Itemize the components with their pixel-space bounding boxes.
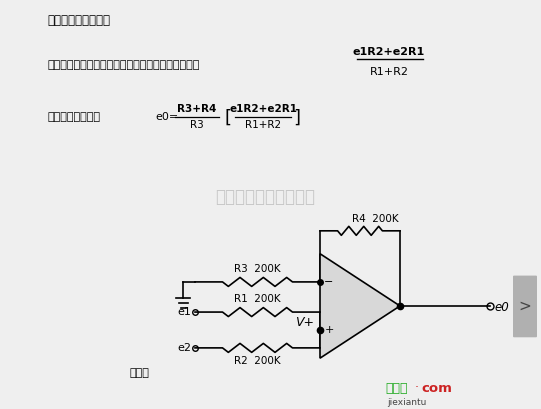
Text: R3+R4: R3+R4 <box>177 104 217 115</box>
Text: 接线图: 接线图 <box>385 382 407 395</box>
Text: +: + <box>324 325 334 335</box>
Text: R1+R2: R1+R2 <box>245 120 281 130</box>
Text: e2: e2 <box>177 343 191 353</box>
Text: e1R2+e2R1: e1R2+e2R1 <box>229 104 297 115</box>
Text: R1+R2: R1+R2 <box>370 67 408 76</box>
Text: ]: ] <box>293 108 300 126</box>
Text: e0: e0 <box>494 301 509 315</box>
Text: R3  200K: R3 200K <box>234 264 281 274</box>
Text: 同相加法器电路原理: 同相加法器电路原理 <box>47 14 110 27</box>
Text: com: com <box>421 382 452 395</box>
Text: e1: e1 <box>177 307 191 317</box>
Text: 图为同相加法器电路图，因为同相输入端的电压为：: 图为同相加法器电路图，因为同相输入端的电压为： <box>47 60 200 70</box>
Text: R2  200K: R2 200K <box>234 356 281 366</box>
FancyBboxPatch shape <box>513 276 537 337</box>
Text: jiexiantu: jiexiantu <box>387 398 426 407</box>
Text: [: [ <box>225 108 232 126</box>
Text: 所以输出电压为：: 所以输出电压为： <box>47 112 100 122</box>
Text: ·: · <box>415 382 419 395</box>
Text: R4  200K: R4 200K <box>352 214 398 224</box>
Text: e1R2+e2R1: e1R2+e2R1 <box>353 47 425 57</box>
Text: >: > <box>519 299 531 314</box>
Text: R3: R3 <box>190 120 204 130</box>
Text: 原理图: 原理图 <box>130 368 150 378</box>
Polygon shape <box>320 254 400 358</box>
Text: 杭州将睿科技有限公司: 杭州将睿科技有限公司 <box>215 188 315 206</box>
Text: R1  200K: R1 200K <box>234 294 281 304</box>
Text: V+: V+ <box>295 315 314 328</box>
Text: −: − <box>324 277 334 287</box>
Text: e0=: e0= <box>155 112 178 122</box>
